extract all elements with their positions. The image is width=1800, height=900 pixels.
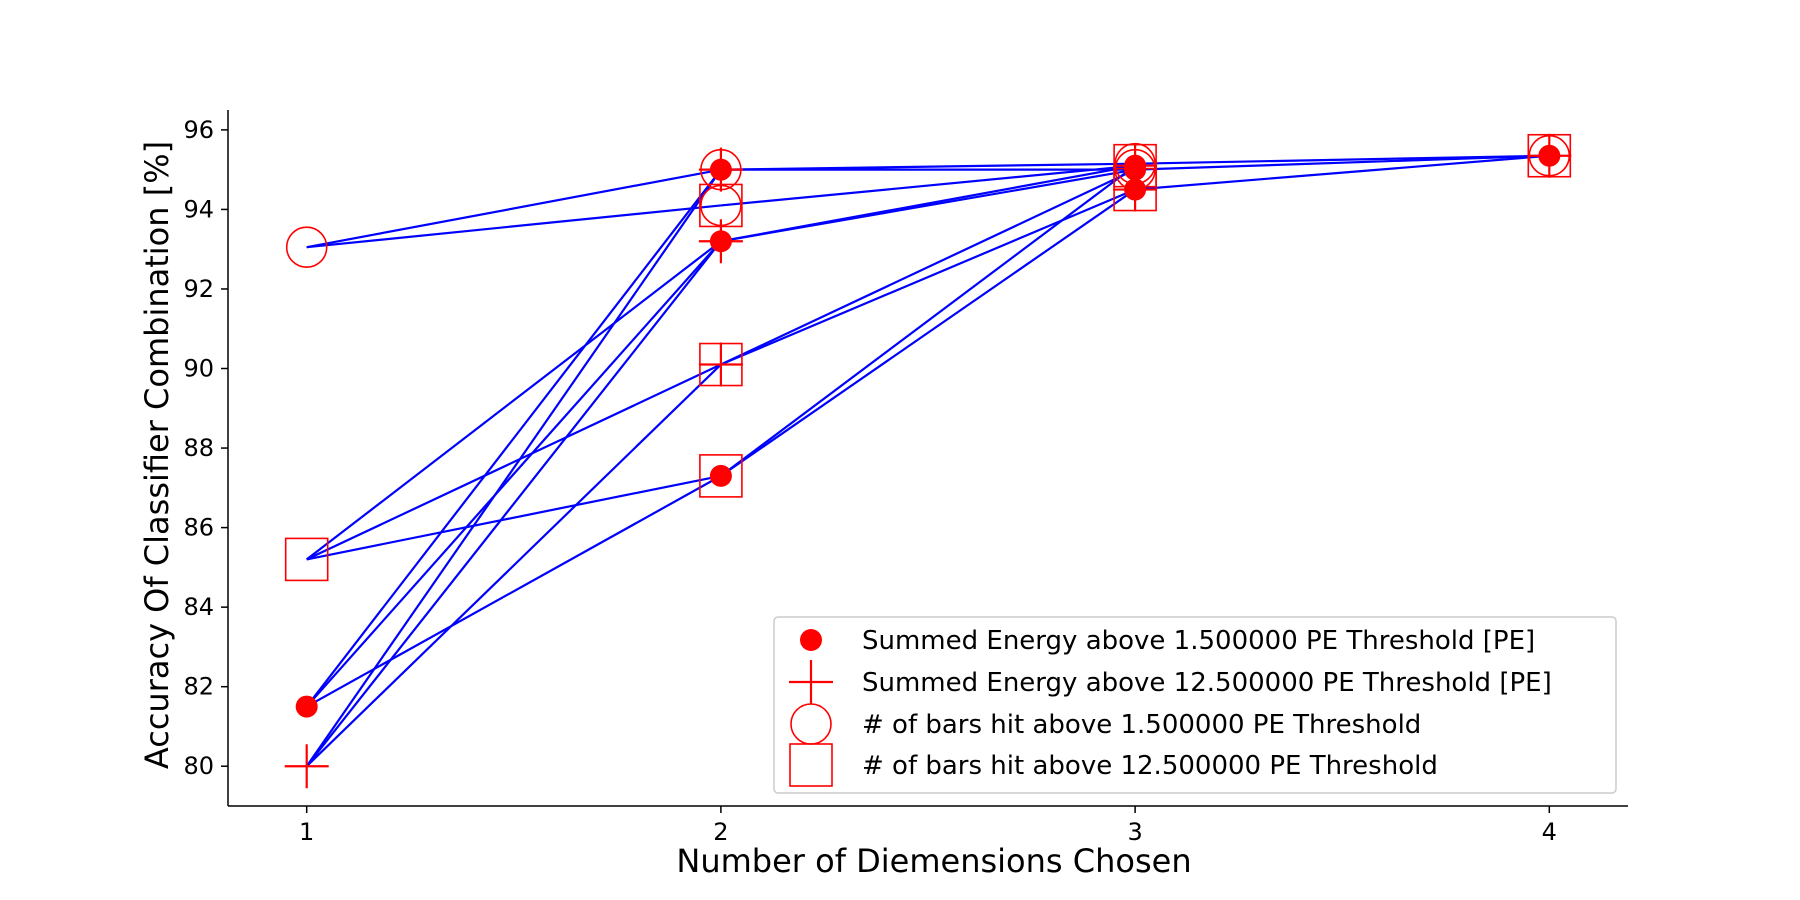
y-tick-label-86: 86: [183, 514, 214, 542]
series-3-point-0: [284, 537, 329, 582]
connection-lines: [305, 154, 1550, 768]
series-0-point-1: [709, 158, 732, 181]
connection-line-3: [306, 363, 722, 561]
x-tick-label-1: 1: [299, 818, 314, 846]
legend-marker-3: [789, 743, 833, 787]
series-0-point-0: [295, 695, 318, 718]
series-1-point-0: [284, 744, 329, 789]
connection-line-4: [306, 474, 722, 561]
connection-line-21: [1135, 154, 1550, 171]
y-axis-label: Accuracy Of Classifier Combination [%]: [138, 141, 176, 769]
legend-label-1: Summed Energy above 12.500000 PE Thresho…: [862, 668, 1552, 698]
series-0-point-2: [709, 230, 732, 253]
connection-line-13: [720, 164, 1136, 207]
connection-line-0: [306, 168, 722, 249]
x-tick-label-4: 4: [1542, 818, 1557, 846]
connection-line-1: [306, 204, 722, 249]
legend-frame: [773, 616, 1617, 794]
series-1-point-3: [698, 342, 743, 387]
legend-marker-0: [800, 629, 822, 651]
x-axis-label: Number of Diemensions Chosen: [676, 842, 1191, 880]
legend: Summed Energy above 1.500000 PE Threshol…: [773, 616, 1617, 794]
y-tick-label-90: 90: [183, 355, 214, 383]
series-0-point-7: [1538, 144, 1561, 167]
y-tick-label-84: 84: [183, 593, 214, 621]
connection-line-5: [305, 168, 722, 708]
y-tick-label-80: 80: [183, 752, 214, 780]
legend-label-2: # of bars hit above 1.500000 PE Threshol…: [862, 710, 1421, 740]
connection-line-22: [1135, 154, 1550, 191]
connection-line-8: [305, 169, 722, 767]
connection-line-19: [720, 164, 1136, 477]
y-tick-label-94: 94: [183, 195, 214, 223]
y-tick-label-96: 96: [183, 116, 214, 144]
connection-line-15: [720, 168, 1136, 243]
y-tick-label-88: 88: [183, 434, 214, 462]
series-0-point-5: [1124, 178, 1147, 201]
connection-line-18: [720, 188, 1136, 477]
legend-label-0: Summed Energy above 1.500000 PE Threshol…: [862, 626, 1535, 656]
connection-line-16: [720, 188, 1136, 366]
legend-label-3: # of bars hit above 12.500000 PE Thresho…: [862, 751, 1438, 781]
axes: [221, 110, 1628, 813]
y-tick-label-82: 82: [183, 673, 214, 701]
x-tick-label-2: 2: [713, 818, 728, 846]
data-markers: [284, 133, 1572, 789]
series-0-point-6: [1124, 158, 1147, 181]
series-0-point-3: [709, 464, 732, 487]
tick-labels: 1 2 3 4 80 82 84 86 88 90 92 94 96: [183, 116, 1556, 846]
connection-line-9: [305, 240, 722, 767]
connection-line-6: [305, 240, 722, 708]
series-2-point-0: [285, 226, 328, 269]
series-3-point-3: [699, 454, 743, 498]
connection-line-10: [305, 363, 722, 768]
x-tick-label-3: 3: [1127, 818, 1142, 846]
connection-line-2: [306, 240, 722, 561]
connection-line-17: [720, 168, 1136, 366]
legend-marker-1: [789, 660, 833, 704]
y-tick-label-92: 92: [183, 275, 214, 303]
